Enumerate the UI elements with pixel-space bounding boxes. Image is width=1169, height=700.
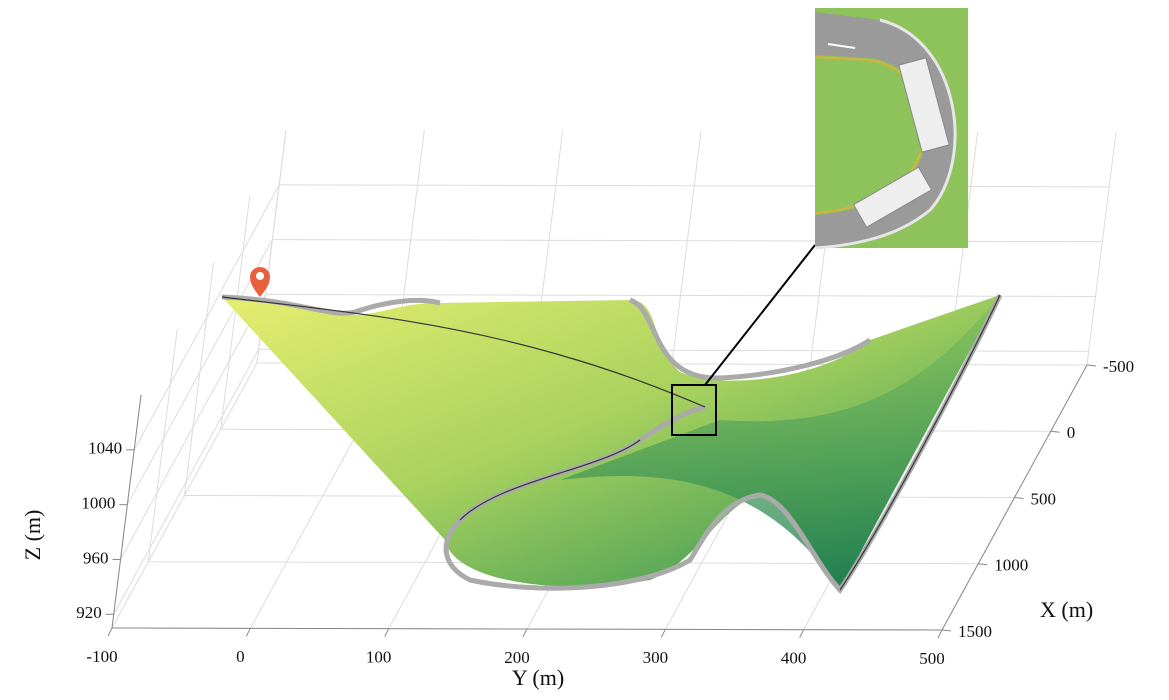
- y-tick: [384, 628, 390, 637]
- y-tick-label: 500: [919, 649, 945, 668]
- y-tick-label: -100: [86, 647, 117, 666]
- z-tick-label: 1040: [88, 439, 122, 458]
- inset: [814, 8, 968, 250]
- x-tick-label: 0: [1067, 423, 1076, 442]
- x-tick-label: 1000: [994, 556, 1028, 575]
- back-grid-line: [265, 293, 1096, 297]
- inset-lane-mark: [827, 43, 856, 49]
- zoom-connector: [704, 244, 816, 386]
- y-tick: [937, 629, 943, 639]
- back-grid-line: [1086, 131, 1117, 366]
- side-grid-line: [220, 196, 251, 430]
- x-tick: [978, 563, 988, 566]
- terrain-shade: [560, 295, 1000, 590]
- x-tick-label: 1500: [958, 622, 992, 641]
- y-tick: [660, 629, 666, 638]
- y-tick-label: 100: [366, 648, 392, 667]
- side-grid-line: [184, 262, 214, 496]
- x-tick: [941, 629, 952, 632]
- y-tick: [245, 628, 251, 637]
- y-tick: [107, 627, 113, 637]
- side-grid-line: [113, 349, 260, 615]
- y-tick-label: 300: [643, 648, 669, 667]
- road-line: [221, 294, 1001, 591]
- y-tick-label: 400: [781, 649, 807, 668]
- side-grid-line: [147, 328, 178, 562]
- z-tick-label: 960: [83, 548, 109, 567]
- start-marker: [250, 267, 270, 297]
- x-tick: [1086, 364, 1097, 367]
- back-grid-line: [279, 184, 1110, 188]
- side-grid-line: [133, 184, 280, 451]
- z-tick-label: 1000: [81, 494, 115, 513]
- side-grid-line: [126, 239, 273, 505]
- y-axis-label: Y (m): [512, 665, 564, 690]
- surface: [221, 267, 1003, 595]
- x-tick: [1014, 497, 1024, 499]
- z-axis-label: Z (m): [20, 510, 45, 561]
- x-axis-label: X (m): [1040, 597, 1093, 622]
- y-tick: [522, 628, 528, 638]
- x-tick-label: -500: [1103, 357, 1134, 376]
- y-tick: [799, 629, 805, 638]
- back-grid-line: [671, 130, 702, 365]
- side-grid-line: [120, 294, 266, 560]
- axis-line: [111, 394, 142, 629]
- y-tick-label: 0: [236, 647, 245, 666]
- bus: [898, 57, 950, 153]
- bus: [852, 166, 933, 228]
- x-tick: [1050, 430, 1060, 433]
- y-tick-label: 200: [504, 648, 530, 667]
- zoom-box: [671, 384, 717, 436]
- z-tick-label: 920: [76, 603, 102, 622]
- x-tick-label: 500: [1031, 489, 1057, 508]
- inset-road-edge: [814, 18, 957, 250]
